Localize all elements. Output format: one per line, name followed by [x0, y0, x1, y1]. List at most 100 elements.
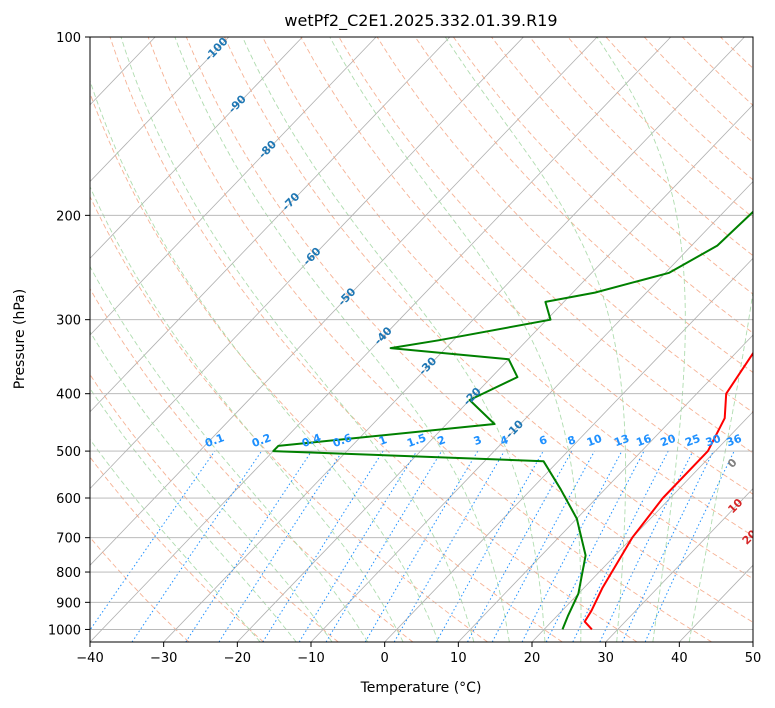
x-tick-label: −40 — [76, 651, 103, 666]
x-tick-label: 40 — [671, 651, 688, 666]
x-tick-label: −10 — [297, 651, 324, 666]
dewpoint-profile-line — [272, 210, 753, 630]
y-axis-ticks: 100 200 300 400 500 600 700 800 900 1000 — [48, 31, 90, 638]
isotherm — [163, 37, 745, 642]
isotherm — [90, 37, 451, 413]
x-tick-label: 20 — [524, 651, 541, 666]
moist-adiabat — [120, 37, 475, 642]
moist-adiabat — [444, 37, 627, 642]
mixing-ratio-line — [467, 450, 573, 642]
background-lines — [90, 37, 753, 642]
mixing-ratio-label: 25 — [683, 432, 702, 449]
series-layer — [272, 210, 753, 631]
dry-adiabat — [90, 195, 488, 642]
y-tick-label: 800 — [56, 566, 81, 581]
moist-adiabat — [90, 330, 333, 642]
moist-adiabat — [174, 37, 510, 642]
y-tick-label: 500 — [56, 445, 81, 460]
x-tick-label: 30 — [597, 651, 614, 666]
moist-adiabat — [90, 438, 261, 642]
isotherm — [90, 37, 524, 490]
moist-adiabat — [329, 37, 582, 642]
mixing-ratio-label: 0.1 — [203, 431, 226, 450]
temperature-profile-line — [583, 351, 753, 631]
moist-adiabat — [242, 37, 546, 642]
dry-adiabat — [90, 536, 190, 642]
y-tick-label: 200 — [56, 209, 81, 224]
isotherm — [90, 37, 230, 183]
x-tick-label: 0 — [381, 651, 389, 666]
y-tick-label: 300 — [56, 314, 81, 329]
y-tick-label: 1000 — [48, 623, 81, 638]
mixing-ratio-label: 8 — [566, 433, 578, 448]
mixing-ratio-label: 30 — [704, 432, 723, 450]
mixing-ratio-label: 1 — [377, 433, 389, 448]
dry-adiabat — [453, 37, 753, 334]
x-tick-label: 10 — [450, 651, 467, 666]
mixing-ratio-label: 20 — [659, 432, 678, 450]
y-axis-label: Pressure (hPa) — [12, 289, 28, 389]
dry-adiabat — [147, 37, 712, 642]
isotherm — [531, 411, 753, 642]
y-tick-label: 900 — [56, 596, 81, 611]
isotherm — [458, 334, 753, 642]
pressure-gridlines — [90, 214, 753, 630]
mixing-ratio-line — [131, 450, 263, 642]
mixing-ratio-line — [325, 450, 443, 642]
mixing-ratio-label: 0.2 — [250, 431, 273, 450]
isotherm — [90, 37, 377, 336]
mixing-ratio-line — [572, 450, 669, 642]
x-tick-label: 50 — [745, 651, 762, 666]
mixing-ratio-label: 13 — [612, 432, 631, 449]
plot-background — [90, 37, 753, 642]
y-tick-label: 700 — [56, 532, 81, 547]
dry-adiabat — [376, 37, 753, 413]
isotherm — [605, 487, 753, 642]
mixing-ratio-line — [262, 450, 384, 642]
dry-adiabat — [90, 287, 414, 642]
x-tick-label: −20 — [224, 651, 251, 666]
dry-adiabat — [338, 37, 753, 454]
dry-adiabat — [90, 91, 563, 642]
mixing-ratio-label: 1.5 — [405, 431, 428, 450]
isotherm — [384, 257, 753, 642]
moist-adiabat — [90, 265, 369, 642]
y-tick-label: 100 — [56, 31, 81, 46]
mixing-ratio-line — [218, 450, 343, 642]
dry-adiabat — [185, 37, 753, 623]
mixing-ratio-line — [491, 450, 595, 642]
plot-frame — [89, 36, 754, 643]
x-axis-ticks: −40 −30 −20 −10 0 10 20 30 40 50 — [76, 642, 761, 666]
dry-adiabat — [109, 37, 638, 642]
dry-adiabat — [90, 456, 264, 642]
moist-adiabat-label: 40 — [767, 583, 775, 603]
x-axis-label: Temperature (°C) — [360, 680, 482, 696]
y-tick-label: 400 — [56, 388, 81, 403]
mixing-ratio-line — [298, 450, 418, 642]
moist-adiabat-label: 30 — [757, 555, 775, 575]
isotherm — [90, 37, 598, 566]
moist-adiabat — [688, 288, 753, 642]
dry-adiabat — [262, 37, 753, 537]
mixing-ratio-label: 36 — [725, 432, 744, 450]
moist-adiabat — [90, 185, 404, 642]
mixing-ratio-line — [185, 450, 313, 642]
isotherm — [237, 104, 753, 642]
mixing-ratio-label: 2 — [436, 433, 448, 448]
mixing-ratio-line — [545, 450, 645, 642]
moist-adiabat — [90, 387, 297, 642]
mixing-ratio-line — [435, 450, 544, 642]
mixing-ratio-label: 6 — [537, 433, 549, 448]
mixing-ratio-label: 10 — [585, 432, 604, 450]
dry-adiabat — [224, 37, 753, 580]
mixing-ratio-label: 4 — [498, 433, 510, 448]
isotherm — [90, 37, 672, 642]
mixing-ratio-label: 0.6 — [331, 431, 354, 450]
mixing-ratio-label: 3 — [472, 433, 484, 448]
x-tick-label: −30 — [150, 651, 177, 666]
mixing-ratio-label: 0.4 — [300, 431, 323, 450]
mixing-ratio-line — [90, 450, 216, 631]
isotherm — [90, 37, 303, 259]
y-tick-label: 600 — [56, 492, 81, 507]
